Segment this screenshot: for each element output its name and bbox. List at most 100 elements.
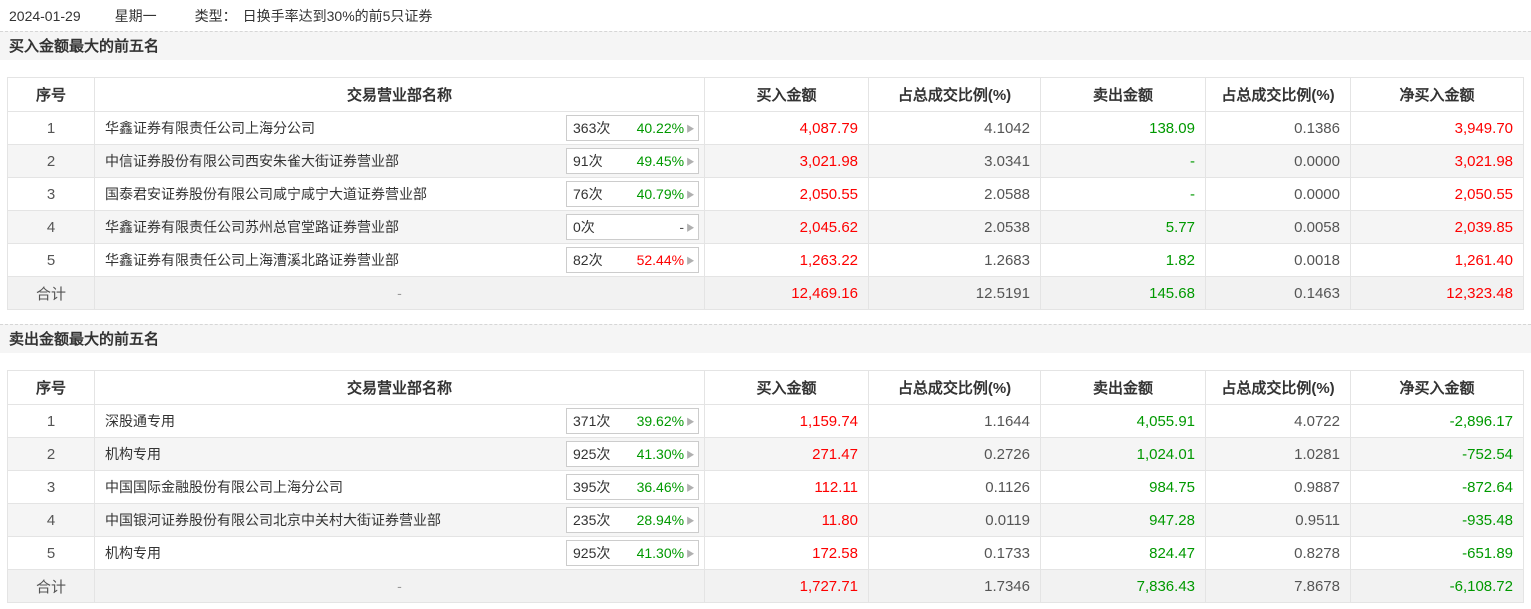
appearance-count: 363次 [573, 120, 611, 136]
rank-cell: 5 [7, 243, 95, 277]
table-row: 2 机构专用 925次 41.30% ▶ 271.47 0.2726 1,024… [7, 437, 1524, 471]
sell-ratio-cell: 0.0058 [1205, 210, 1351, 244]
col-sell-amount: 卖出金额 [1040, 370, 1206, 405]
appearance-count: 925次 [573, 446, 611, 462]
seat-history-badge[interactable]: 363次 40.22% ▶ [566, 115, 699, 141]
broker-name: 中国国际金融股份有限公司上海分公司 [105, 479, 343, 495]
buy-amount-cell: 1,263.22 [704, 243, 869, 277]
net-buy-cell: 12,323.48 [1350, 276, 1524, 310]
chevron-right-icon: ▶ [687, 447, 694, 460]
appearance-count: 235次 [573, 512, 611, 528]
table-row: 5 华鑫证券有限责任公司上海漕溪北路证券营业部 82次 52.44% ▶ 1,2… [7, 243, 1524, 277]
net-buy-cell: 2,039.85 [1350, 210, 1524, 244]
total-label: 合计 [7, 276, 95, 310]
buy-amount-cell: 1,727.71 [704, 569, 869, 603]
seat-history-badge[interactable]: 925次 41.30% ▶ [566, 540, 699, 566]
broker-name: 华鑫证券有限责任公司上海分公司 [105, 120, 315, 136]
win-rate: 49.45% [636, 153, 685, 169]
net-buy-cell: 3,021.98 [1350, 144, 1524, 178]
type-value: 日换手率达到30%的前5只证券 [242, 7, 433, 24]
sell-section-title: 卖出金额最大的前五名 [9, 331, 160, 348]
section-title-buy: 买入金额最大的前五名 [0, 31, 1531, 60]
table-row: 5 机构专用 925次 41.30% ▶ 172.58 0.1733 824.4… [7, 536, 1524, 570]
rank-cell: 4 [7, 210, 95, 244]
net-buy-cell: -935.48 [1350, 503, 1524, 537]
rank-cell: 4 [7, 503, 95, 537]
net-buy-cell: 2,050.55 [1350, 177, 1524, 211]
col-sell-amount: 卖出金额 [1040, 77, 1206, 112]
sell-amount-cell: 947.28 [1040, 503, 1206, 537]
seat-history-badge[interactable]: 82次 52.44% ▶ [566, 247, 699, 273]
buy-ratio-cell: 12.5191 [868, 276, 1041, 310]
sell-amount-cell: 1.82 [1040, 243, 1206, 277]
rank-cell: 1 [7, 404, 95, 438]
sell-amount-cell: 824.47 [1040, 536, 1206, 570]
col-buy-amount: 买入金额 [704, 77, 869, 112]
buy-amount-cell: 3,021.98 [704, 144, 869, 178]
rank-cell: 2 [7, 437, 95, 471]
rank-cell: 3 [7, 470, 95, 504]
seat-history-badge[interactable]: 76次 40.79% ▶ [566, 181, 699, 207]
broker-name-cell: 机构专用 925次 41.30% ▶ [94, 536, 705, 570]
chevron-right-icon: ▶ [687, 480, 694, 493]
seat-history-badge[interactable]: 0次 - ▶ [566, 214, 699, 240]
col-sell-ratio: 占总成交比例(%) [1205, 370, 1351, 405]
sell-amount-cell: 5.77 [1040, 210, 1206, 244]
chevron-right-icon: ▶ [687, 253, 694, 266]
broker-name: 华鑫证券有限责任公司苏州总官堂路证券营业部 [105, 219, 399, 235]
buy-table-wrap: 序号 交易营业部名称 买入金额 占总成交比例(%) 卖出金额 占总成交比例(%)… [0, 77, 1531, 310]
sell-ratio-cell: 0.0000 [1205, 177, 1351, 211]
rank-cell: 2 [7, 144, 95, 178]
buy-amount-cell: 2,050.55 [704, 177, 869, 211]
col-broker-name: 交易营业部名称 [94, 77, 705, 112]
buy-ratio-cell: 2.0538 [868, 210, 1041, 244]
rank-cell: 5 [7, 536, 95, 570]
net-buy-cell: 3,949.70 [1350, 111, 1524, 145]
buy-amount-cell: 12,469.16 [704, 276, 869, 310]
sell-amount-cell: - [1040, 177, 1206, 211]
seat-history-badge[interactable]: 395次 36.46% ▶ [566, 474, 699, 500]
broker-name: 华鑫证券有限责任公司上海漕溪北路证券营业部 [105, 252, 399, 268]
total-row: 合计 - 12,469.16 12.5191 145.68 0.1463 12,… [7, 276, 1524, 310]
buy-ratio-cell: 4.1042 [868, 111, 1041, 145]
broker-name: 深股通专用 [105, 413, 175, 429]
appearance-count: 925次 [573, 545, 611, 561]
sell-ratio-cell: 0.8278 [1205, 536, 1351, 570]
win-rate: 41.30% [636, 545, 685, 561]
seat-history-badge[interactable]: 235次 28.94% ▶ [566, 507, 699, 533]
sell-ratio-cell: 7.8678 [1205, 569, 1351, 603]
total-name-cell: - [94, 276, 705, 310]
buy-table: 序号 交易营业部名称 买入金额 占总成交比例(%) 卖出金额 占总成交比例(%)… [7, 77, 1524, 310]
win-rate: 40.22% [636, 120, 685, 136]
appearance-count: 0次 [573, 219, 595, 235]
table-row: 1 华鑫证券有限责任公司上海分公司 363次 40.22% ▶ 4,087.79… [7, 111, 1524, 145]
table-row: 3 中国国际金融股份有限公司上海分公司 395次 36.46% ▶ 112.11… [7, 470, 1524, 504]
buy-ratio-cell: 0.1126 [868, 470, 1041, 504]
col-net-buy: 净买入金额 [1350, 77, 1524, 112]
buy-ratio-cell: 2.0588 [868, 177, 1041, 211]
win-rate: 39.62% [636, 413, 685, 429]
buy-ratio-cell: 3.0341 [868, 144, 1041, 178]
win-rate: 36.46% [636, 479, 685, 495]
sell-ratio-cell: 0.9511 [1205, 503, 1351, 537]
appearance-count: 91次 [573, 153, 603, 169]
seat-history-badge[interactable]: 925次 41.30% ▶ [566, 441, 699, 467]
col-buy-ratio: 占总成交比例(%) [868, 370, 1041, 405]
seat-history-badge[interactable]: 371次 39.62% ▶ [566, 408, 699, 434]
buy-ratio-cell: 0.2726 [868, 437, 1041, 471]
broker-name: 中国银河证券股份有限公司北京中关村大街证券营业部 [105, 512, 441, 528]
broker-name-cell: 华鑫证券有限责任公司苏州总官堂路证券营业部 0次 - ▶ [94, 210, 705, 244]
broker-name-cell: 中信证券股份有限公司西安朱雀大街证券营业部 91次 49.45% ▶ [94, 144, 705, 178]
col-rank: 序号 [7, 370, 95, 405]
sell-ratio-cell: 0.0018 [1205, 243, 1351, 277]
seat-history-badge[interactable]: 91次 49.45% ▶ [566, 148, 699, 174]
buy-ratio-cell: 0.1733 [868, 536, 1041, 570]
buy-ratio-cell: 1.7346 [868, 569, 1041, 603]
sell-amount-cell: 984.75 [1040, 470, 1206, 504]
total-name-cell: - [94, 569, 705, 603]
sell-amount-cell: 145.68 [1040, 276, 1206, 310]
col-buy-amount: 买入金额 [704, 370, 869, 405]
win-rate: 40.79% [636, 186, 685, 202]
table-row: 1 深股通专用 371次 39.62% ▶ 1,159.74 1.1644 4,… [7, 404, 1524, 438]
buy-table-header-row: 序号 交易营业部名称 买入金额 占总成交比例(%) 卖出金额 占总成交比例(%)… [7, 77, 1524, 112]
